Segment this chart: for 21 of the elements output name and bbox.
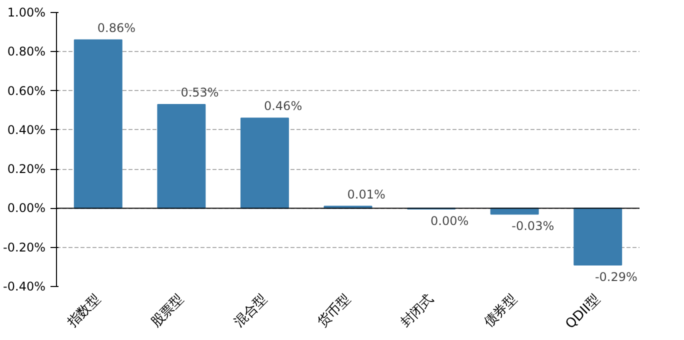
y-tick-label: 0.20% <box>7 162 46 176</box>
y-tick-label: 0.00% <box>7 201 46 216</box>
data-label: 0.01% <box>347 187 386 202</box>
x-tick-label: 股票型 <box>148 292 187 330</box>
y-tick-label: -0.20% <box>3 240 46 254</box>
y-tick-label: -0.40% <box>3 280 46 294</box>
data-label: -0.29% <box>594 270 638 284</box>
y-tick-label: 1.00% <box>7 6 46 20</box>
x-tick-label: 货币型 <box>315 292 354 330</box>
y-tick-label: 0.40% <box>7 122 46 137</box>
data-label: 0.86% <box>97 20 136 35</box>
data-label: 0.53% <box>180 85 219 100</box>
data-label: 0.00% <box>430 214 469 228</box>
x-tick-label: 债券型 <box>482 292 520 330</box>
x-tick-label: 封闭式 <box>398 292 437 330</box>
y-tick-label: 0.60% <box>7 84 46 98</box>
data-label: 0.46% <box>264 99 302 114</box>
y-tick-label: 0.80% <box>7 44 46 59</box>
data-label: -0.03% <box>512 219 554 234</box>
x-tick-label: 混合型 <box>232 292 270 330</box>
x-tick-label: 指数型 <box>64 292 104 332</box>
